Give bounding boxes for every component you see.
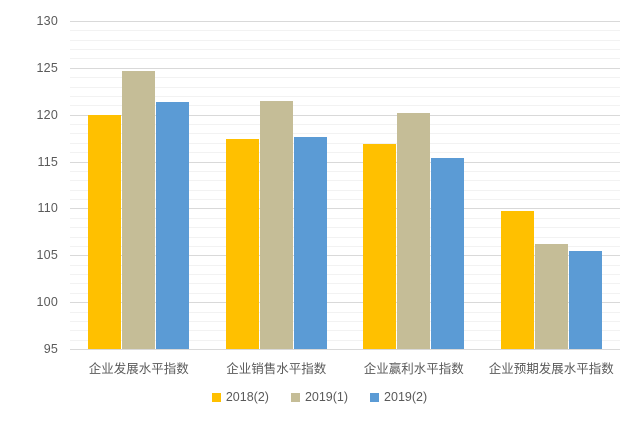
y-tick-label: 100: [36, 295, 58, 310]
bar[interactable]: [122, 70, 156, 349]
plot-area: [70, 21, 620, 350]
chart-legend: 2018(2) 2019(1) 2019(2): [0, 390, 639, 404]
minor-gridline: [70, 236, 620, 238]
y-tick-label: 110: [37, 201, 58, 216]
bar[interactable]: [568, 250, 602, 349]
major-gridline: [70, 161, 620, 163]
minor-gridline: [70, 86, 620, 88]
x-axis: 企业发展水平指数 企业销售水平指数 企业赢利水平指数 企业预期发展水平指数: [70, 352, 620, 382]
minor-gridline: [70, 339, 620, 341]
legend-swatch-icon: [370, 392, 380, 402]
y-tick-label: 120: [36, 107, 58, 122]
minor-gridline: [70, 180, 620, 182]
y-tick-label: 115: [37, 154, 58, 169]
major-gridline: [70, 114, 620, 116]
bar[interactable]: [363, 143, 397, 349]
minor-gridline: [70, 292, 620, 294]
minor-gridline: [70, 142, 620, 144]
minor-gridline: [70, 170, 620, 172]
minor-gridline: [70, 274, 620, 276]
bar[interactable]: [88, 114, 122, 349]
major-gridline: [70, 208, 620, 210]
minor-gridline: [70, 124, 620, 126]
minor-gridline: [70, 189, 620, 191]
minor-gridline: [70, 264, 620, 266]
legend-label: 2019(1): [304, 390, 349, 404]
x-tick-label: 企业赢利水平指数: [363, 362, 464, 376]
y-tick-label: 130: [36, 14, 58, 28]
minor-gridline: [70, 245, 620, 247]
bar[interactable]: [156, 101, 190, 349]
minor-gridline: [70, 77, 620, 79]
y-tick-label: 105: [36, 248, 58, 263]
major-gridline: [70, 67, 620, 69]
bar-group: [500, 21, 602, 349]
minor-gridline: [70, 105, 620, 107]
minor-gridline: [70, 39, 620, 41]
bar[interactable]: [500, 211, 534, 349]
y-tick-label: 95: [43, 342, 58, 356]
legend-label: 2019(2): [384, 390, 428, 404]
minor-gridline: [70, 30, 620, 32]
x-tick-label: 企业销售水平指数: [226, 362, 327, 376]
legend-label: 2018(2): [225, 390, 269, 404]
bar[interactable]: [225, 139, 259, 349]
minor-gridline: [70, 152, 620, 154]
major-gridline: [70, 21, 620, 22]
minor-gridline: [70, 133, 620, 135]
bar[interactable]: [397, 112, 431, 349]
bar[interactable]: [259, 100, 293, 349]
bar-group: [88, 21, 190, 349]
legend-item[interactable]: 2019(1): [290, 390, 349, 404]
x-tick-label: 企业发展水平指数: [88, 362, 189, 376]
legend-swatch-icon: [211, 392, 221, 402]
x-tick-label: 企业预期发展水平指数: [488, 362, 614, 376]
minor-gridline: [70, 283, 620, 285]
minor-gridline: [70, 199, 620, 201]
y-tick-label: 125: [36, 60, 58, 75]
legend-item[interactable]: 2018(2): [211, 390, 269, 404]
minor-gridline: [70, 95, 620, 97]
major-gridline: [70, 302, 620, 304]
bar-group: [225, 21, 327, 349]
bar[interactable]: [431, 157, 465, 349]
minor-gridline: [70, 58, 620, 60]
bar[interactable]: [534, 244, 568, 349]
legend-item[interactable]: 2019(2): [370, 390, 427, 404]
minor-gridline: [70, 217, 620, 219]
bar-group: [363, 21, 465, 349]
major-gridline: [70, 255, 620, 257]
minor-gridline: [70, 330, 620, 332]
minor-gridline: [70, 49, 620, 51]
major-gridline: [70, 349, 620, 350]
minor-gridline: [70, 227, 620, 229]
bar[interactable]: [293, 137, 327, 349]
minor-gridline: [70, 320, 620, 322]
minor-gridline: [70, 311, 620, 313]
legend-swatch-icon: [290, 392, 300, 402]
y-axis: 95 100 105 110 115 120 125 130: [0, 0, 70, 421]
